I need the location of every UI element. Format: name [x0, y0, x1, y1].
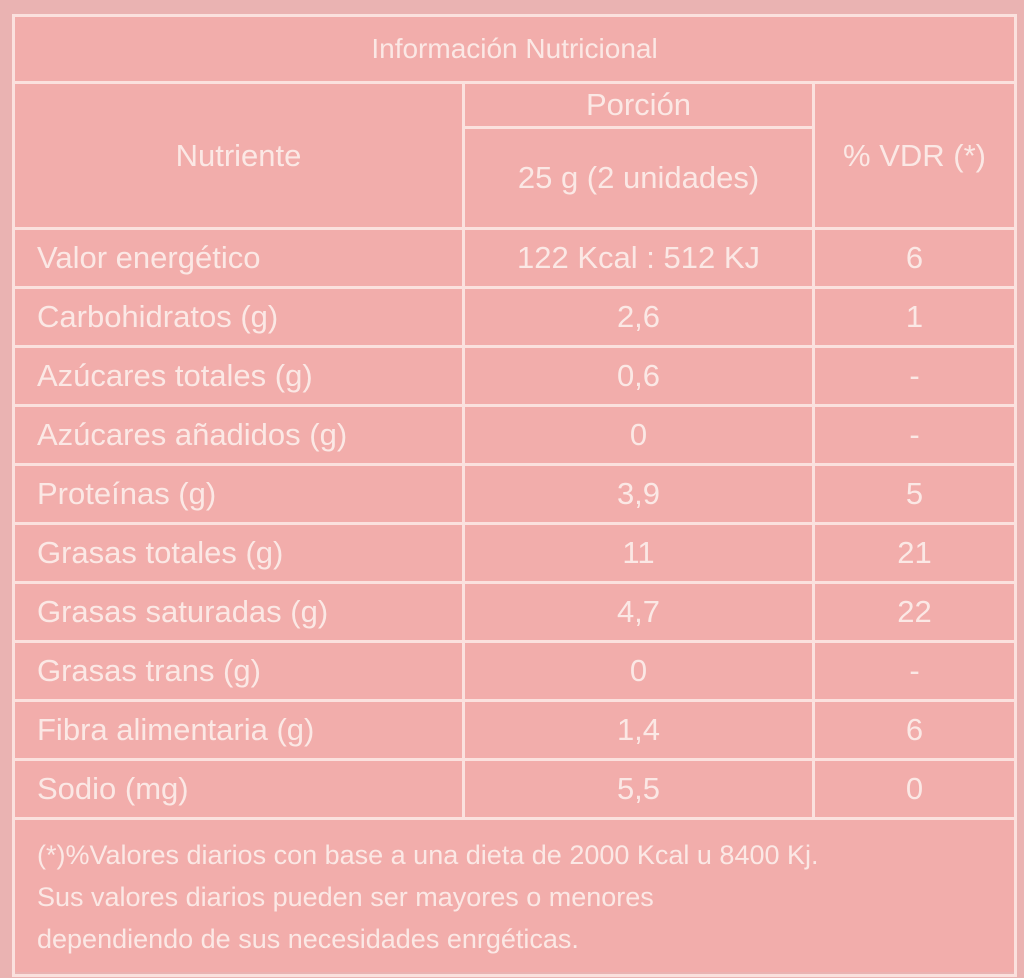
- amount-cell: 122 Kcal : 512 KJ: [462, 227, 815, 289]
- vdr-cell: -: [811, 640, 1018, 702]
- header-vdr: % VDR (*): [811, 81, 1018, 230]
- table-row: Fibra alimentaria (g) 1,4 6: [12, 699, 1018, 761]
- vdr-cell: 0: [811, 758, 1018, 820]
- table-row: Grasas trans (g) 0-: [12, 640, 1018, 702]
- nutrient-cell: Azúcares totales (g): [12, 345, 465, 407]
- nutrient-cell: Sodio (mg): [12, 758, 465, 820]
- vdr-cell: 1: [811, 286, 1018, 348]
- amount-cell: 4,7: [462, 581, 815, 643]
- amount-cell: 5,5: [462, 758, 815, 820]
- amount-cell: 1,4: [462, 699, 815, 761]
- nutrient-cell: Proteínas (g): [12, 463, 465, 525]
- header-portion-size: 25 g (2 unidades): [462, 126, 815, 230]
- amount-cell: 0: [462, 404, 815, 466]
- footnote-line: Sus valores diarios pueden ser mayores o…: [37, 882, 654, 912]
- vdr-cell: -: [811, 345, 1018, 407]
- header-portion: Porción: [462, 81, 815, 129]
- table-row: Grasas totales (g) 11 21: [12, 522, 1018, 584]
- vdr-cell: 6: [811, 227, 1018, 289]
- table-title: Información Nutricional: [11, 14, 1018, 84]
- nutrient-cell: Azúcares añadidos (g): [12, 404, 465, 466]
- footnote-line: (*)%Valores diarios con base a una dieta…: [37, 840, 819, 870]
- nutrient-cell: Grasas totales (g): [12, 522, 465, 584]
- nutrient-cell: Carbohidratos (g): [12, 286, 465, 348]
- nutrient-cell: Grasas trans (g): [12, 640, 465, 702]
- footnote-line: dependiendo de sus necesidades enrgética…: [37, 924, 579, 954]
- nutrition-table: Información Nutricional Nutriente Porció…: [11, 14, 1018, 977]
- amount-cell: 0: [462, 640, 815, 702]
- footnote: (*)%Valores diarios con base a una dieta…: [11, 817, 1018, 977]
- amount-cell: 0,6: [462, 345, 815, 407]
- nutrient-cell: Grasas saturadas (g): [12, 581, 465, 643]
- table-row: Proteínas (g) 3,9 5: [12, 463, 1018, 525]
- table-row: Carbohidratos (g) 2,6 1: [12, 286, 1018, 348]
- nutrient-cell: Valor energético: [12, 227, 465, 289]
- table-row: Grasas saturadas (g) 4,7 22: [12, 581, 1018, 643]
- vdr-cell: 5: [811, 463, 1018, 525]
- vdr-cell: 22: [811, 581, 1018, 643]
- header-nutrient: Nutriente: [12, 81, 465, 230]
- table-row: Valor energético 122 Kcal : 512 KJ 6: [12, 227, 1018, 289]
- table-row: Azúcares totales (g) 0,6-: [12, 345, 1018, 407]
- nutrient-cell: Fibra alimentaria (g): [12, 699, 465, 761]
- amount-cell: 2,6: [462, 286, 815, 348]
- table-row: Sodio (mg) 5,5 0: [12, 758, 1018, 820]
- amount-cell: 3,9: [462, 463, 815, 525]
- amount-cell: 11: [462, 522, 815, 584]
- vdr-cell: 21: [811, 522, 1018, 584]
- vdr-cell: -: [811, 404, 1018, 466]
- vdr-cell: 6: [811, 699, 1018, 761]
- table-row: Azúcares añadidos (g) 0-: [12, 404, 1018, 466]
